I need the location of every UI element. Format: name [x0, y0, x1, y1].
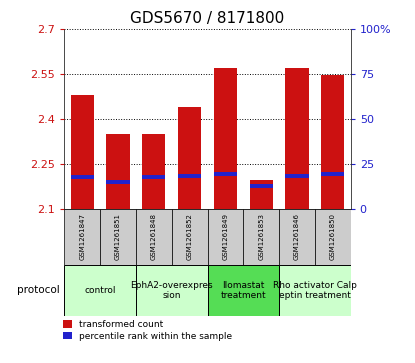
Text: EphA2-overexpres
sion: EphA2-overexpres sion [130, 281, 213, 300]
Text: GSM1261849: GSM1261849 [222, 213, 228, 260]
Bar [136, 209, 172, 265]
Title: GDS5670 / 8171800: GDS5670 / 8171800 [130, 12, 285, 26]
Text: GSM1261853: GSM1261853 [258, 213, 264, 260]
Bar [208, 209, 243, 265]
Bar [71, 95, 94, 209]
Bar [64, 265, 136, 316]
Bar [106, 134, 129, 209]
Bar [178, 107, 201, 209]
Bar [178, 174, 201, 178]
Bar [286, 174, 309, 178]
Bar [142, 134, 166, 209]
Text: GSM1261851: GSM1261851 [115, 213, 121, 260]
Text: GSM1261850: GSM1261850 [330, 213, 336, 260]
Bar [172, 209, 208, 265]
Bar [214, 68, 237, 209]
Text: Rho activator Calp
eptin treatment: Rho activator Calp eptin treatment [273, 281, 357, 300]
Text: Ilomastat
treatment: Ilomastat treatment [220, 281, 266, 300]
Bar [71, 175, 94, 179]
Text: GSM1261852: GSM1261852 [187, 213, 193, 260]
Bar [100, 209, 136, 265]
Bar [286, 68, 309, 209]
Bar [315, 209, 351, 265]
Text: GSM1261846: GSM1261846 [294, 213, 300, 260]
Bar [214, 172, 237, 176]
Text: control: control [84, 286, 116, 295]
Bar [321, 172, 344, 176]
Bar [279, 209, 315, 265]
Bar [142, 175, 166, 179]
Bar [136, 265, 208, 316]
Bar [243, 209, 279, 265]
Bar [321, 76, 344, 209]
Bar [208, 265, 279, 316]
Bar [64, 209, 100, 265]
Bar [249, 184, 273, 188]
Text: GSM1261848: GSM1261848 [151, 213, 157, 260]
Text: protocol: protocol [17, 285, 60, 295]
Bar [249, 180, 273, 209]
Bar [279, 265, 351, 316]
Legend: transformed count, percentile rank within the sample: transformed count, percentile rank withi… [63, 320, 232, 340]
Text: GSM1261847: GSM1261847 [79, 213, 85, 260]
Bar [106, 180, 129, 184]
